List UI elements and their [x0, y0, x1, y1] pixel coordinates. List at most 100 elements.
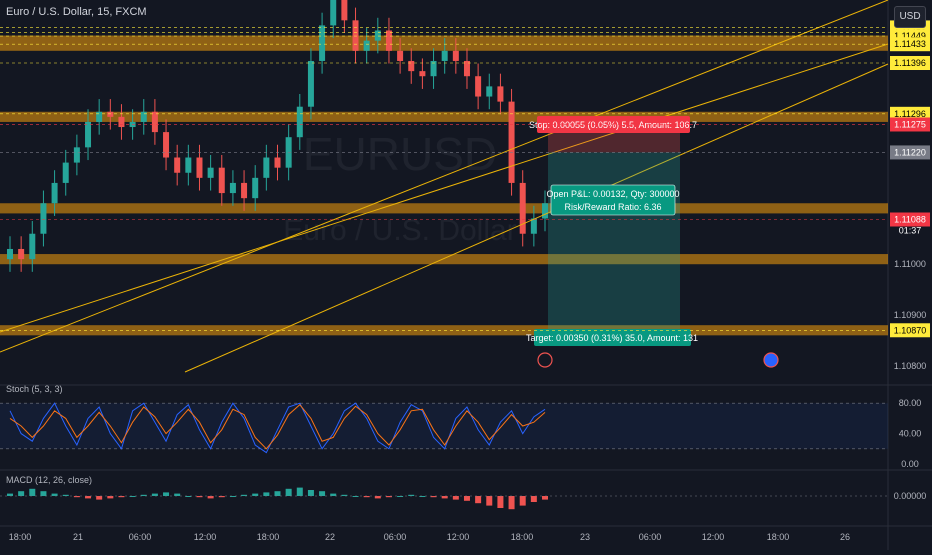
- countdown: 01:37: [899, 226, 922, 236]
- macd-bar: [486, 496, 493, 506]
- macd-bar: [475, 496, 482, 504]
- candle-body: [319, 25, 326, 61]
- candle-body: [7, 248, 13, 260]
- macd-bar: [207, 496, 214, 499]
- candle-body: [241, 182, 248, 199]
- macd-bar: [174, 493, 181, 496]
- x-tick: 18:00: [9, 532, 32, 542]
- price-tag-box: [890, 117, 930, 132]
- y-tick: 1.11000: [894, 259, 926, 269]
- currency-button[interactable]: USD: [894, 6, 926, 28]
- candle-body: [73, 147, 80, 163]
- x-tick: 18:00: [257, 532, 280, 542]
- macd-bar: [73, 496, 80, 498]
- price-tag: 1.11296: [894, 109, 926, 119]
- price-tag: 1.11396: [894, 58, 926, 68]
- macd-bar: [118, 496, 125, 498]
- candle-body: [218, 167, 225, 194]
- candle-body: [374, 30, 381, 41]
- macd-bar: [319, 491, 326, 496]
- macd-bar: [129, 496, 136, 497]
- y-tick: 1.10900: [894, 310, 927, 320]
- candle-body: [140, 111, 147, 122]
- stoch-tick: 40.00: [899, 429, 922, 439]
- x-tick: 06:00: [384, 532, 407, 542]
- candle-body: [385, 30, 392, 51]
- macd-bar: [241, 494, 248, 496]
- trendline-1: [0, 0, 889, 353]
- macd-bar: [463, 496, 470, 501]
- macd-bar: [196, 496, 203, 498]
- price-tag-box: [890, 106, 930, 121]
- candle-body: [263, 157, 270, 178]
- macd-bar: [40, 491, 47, 496]
- candle-body: [51, 182, 58, 204]
- macd-bar: [62, 494, 69, 496]
- chart-title: Euro / U.S. Dollar, 15, FXCM: [6, 6, 147, 18]
- price-tag: 1.11433: [894, 39, 926, 49]
- macd-bar: [374, 496, 381, 499]
- stop-label: Stop: 0.00055 (0.05%) 5.5, Amount: 106.7: [529, 120, 697, 130]
- candle-body: [452, 50, 459, 61]
- macd-bar: [530, 496, 537, 502]
- macd-bar: [29, 488, 36, 496]
- x-tick: 06:00: [639, 532, 662, 542]
- macd-bar: [363, 496, 370, 498]
- candle-body: [363, 40, 370, 51]
- price-tag-box: [890, 37, 930, 52]
- candle-body: [174, 157, 181, 173]
- supply-demand-zone: [0, 35, 888, 51]
- macd-bar: [140, 494, 147, 496]
- macd-bar: [441, 496, 448, 499]
- candle-body: [96, 111, 103, 122]
- candle-body: [252, 177, 259, 199]
- stoch-d-line: [9, 404, 546, 450]
- macd-bar: [151, 493, 158, 496]
- macd-bar: [163, 492, 170, 496]
- stoch-tick: 80.00: [899, 398, 922, 408]
- x-tick: 12:00: [702, 532, 725, 542]
- macd-bar: [51, 493, 58, 496]
- candle-body: [196, 157, 203, 178]
- candle-body: [207, 167, 214, 178]
- macd-bar: [218, 496, 225, 498]
- supply-demand-zone: [0, 111, 888, 122]
- macd-bar: [263, 492, 270, 496]
- target-label: Target: 0.00350 (0.31%) 35.0, Amount: 13…: [526, 333, 698, 343]
- candle-body: [185, 157, 192, 173]
- macd-bar: [107, 496, 114, 499]
- macd-bar: [96, 496, 103, 500]
- price-tag: 1.11220: [894, 147, 926, 157]
- pnl-box: [550, 184, 676, 216]
- x-tick: 22: [325, 532, 335, 542]
- target-zone: [548, 152, 680, 331]
- macd-bar: [18, 491, 25, 496]
- x-tick: 18:00: [767, 532, 790, 542]
- rr-label: Risk/Reward Ratio: 6.36: [564, 202, 661, 212]
- stoch-label: Stoch (5, 3, 3): [6, 384, 63, 394]
- pnl-label: Open P&L: 0.00132, Qty: 300000: [546, 189, 679, 199]
- candle-body: [229, 182, 236, 194]
- candle-body: [475, 76, 482, 97]
- candle-body: [486, 86, 493, 97]
- candle-body: [463, 60, 470, 77]
- price-tag: 1.11088: [894, 215, 926, 225]
- candle-body: [107, 111, 114, 117]
- supply-demand-zone: [0, 203, 888, 214]
- candle-body: [62, 162, 69, 183]
- macd-bar: [307, 490, 314, 496]
- candle-body: [118, 116, 125, 128]
- candle-body: [352, 20, 359, 51]
- candle-body: [163, 132, 170, 158]
- stoch-k-line: [9, 402, 546, 454]
- trendline-3: [184, 63, 889, 373]
- candle-body: [519, 182, 526, 234]
- candle-body: [497, 86, 504, 102]
- x-tick: 12:00: [447, 532, 470, 542]
- candle-body: [330, 0, 337, 26]
- macd-bar: [519, 496, 526, 506]
- supply-demand-zone: [0, 254, 888, 265]
- macd-bar: [85, 496, 92, 499]
